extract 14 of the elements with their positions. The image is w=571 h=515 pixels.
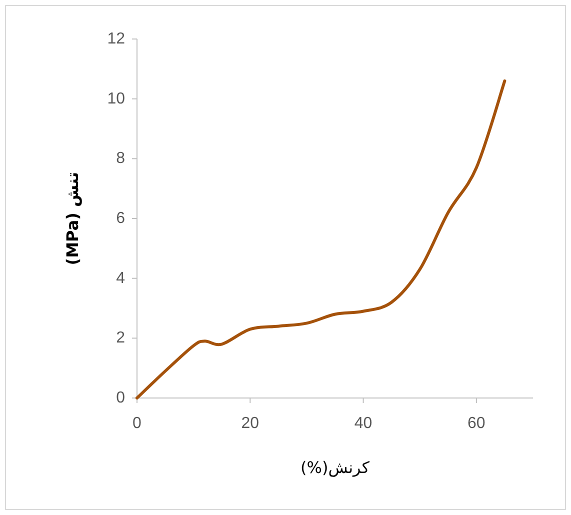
y-tick-label: 10 [107,90,126,108]
x-axis-title: کرنش(%) [300,458,370,477]
x-tick-label: 20 [241,415,260,432]
y-tick-label: 4 [116,270,126,287]
y-tick-label: 6 [116,210,126,227]
y-tick-label: 12 [107,30,126,48]
x-tick-label: 60 [468,415,486,432]
x-tick-label: 0 [132,415,142,432]
y-tick-label: 8 [116,150,126,168]
x-tick-label: 40 [354,415,372,432]
y-tick-label: 0 [116,390,126,406]
y-axis-title: تنش (MPa) [63,172,82,266]
y-tick-label: 2 [116,330,126,347]
line-series [136,79,506,400]
